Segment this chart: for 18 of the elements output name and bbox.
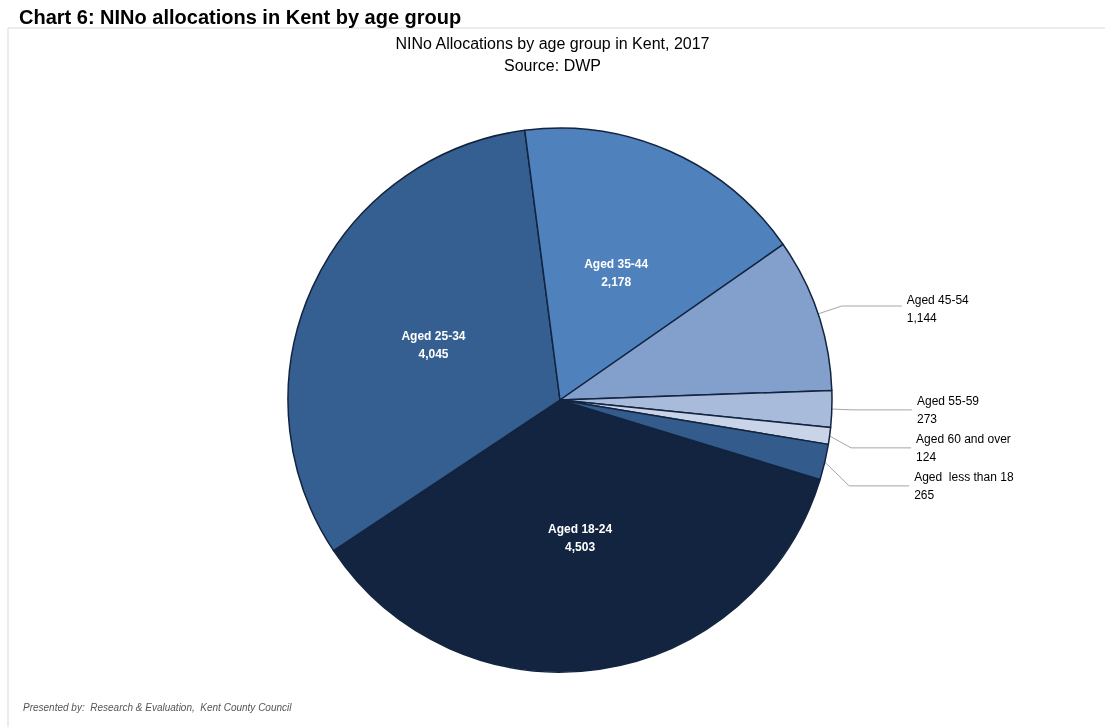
data-label: 124 [916,449,937,464]
data-label: 2,178 [601,274,632,289]
slice-label: Aged 35-44 [584,256,649,271]
slice-label: Aged 25-34 [401,328,466,343]
source-note: Source: DWP [504,56,601,74]
data-label: 4,503 [565,539,596,554]
slice-label: Aged 55-59 [916,393,980,408]
slice-label: Aged 60 and over [916,431,1011,446]
slice-label: Aged 45-54 [906,292,970,307]
slice-label: Aged less than 18 [914,469,1014,484]
data-label: 273 [916,411,938,426]
chart-subtitle: NINo Allocations by age group in Kent, 2017 [395,34,710,52]
data-label: 4,045 [418,346,449,361]
text: Presented by: Research & Evaluation, Kent County Council [23,701,293,713]
slice-label: Aged 18-24 [548,521,613,536]
chart-title: Chart 6: NINo allocations in Kent by age group [19,6,462,28]
data-label: 1,144 [906,310,938,325]
data-label: 265 [914,487,935,502]
